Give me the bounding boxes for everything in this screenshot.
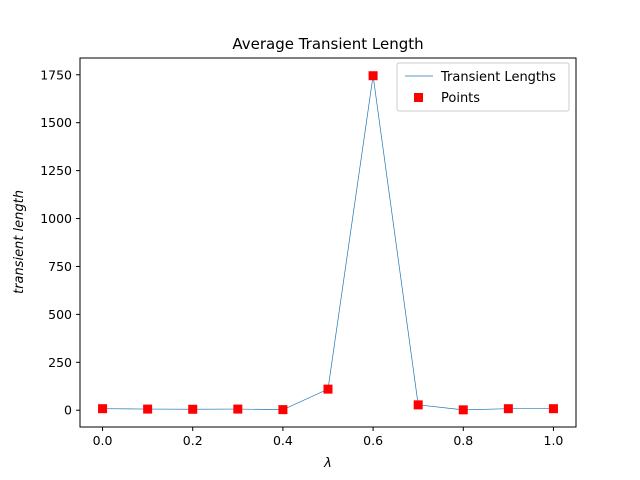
data-point bbox=[278, 405, 288, 415]
y-axis-label: transient length bbox=[12, 190, 27, 294]
data-point bbox=[143, 404, 153, 414]
legend-label-points: Points bbox=[441, 91, 480, 106]
axes-frame bbox=[79, 57, 577, 428]
x-tick-label: 0.6 bbox=[363, 433, 383, 448]
x-tick-label: 1.0 bbox=[544, 433, 564, 448]
x-tick-label: 0.2 bbox=[183, 433, 203, 448]
data-point bbox=[323, 384, 333, 394]
data-point bbox=[413, 400, 423, 410]
data-point bbox=[548, 404, 558, 414]
legend-marker-swatch bbox=[414, 93, 423, 102]
plot-area bbox=[79, 57, 577, 428]
series-line-transient-lengths bbox=[102, 75, 554, 411]
y-tick-label: 0 bbox=[64, 403, 72, 418]
y-tick-label: 750 bbox=[48, 259, 72, 274]
y-tick-label: 500 bbox=[48, 307, 72, 322]
x-tick-label: 0.8 bbox=[453, 433, 473, 448]
data-point bbox=[233, 404, 243, 414]
data-point bbox=[503, 404, 513, 414]
data-point bbox=[368, 71, 378, 81]
chart-title: Average Transient Length bbox=[232, 35, 423, 53]
y-tick-label: 250 bbox=[48, 355, 72, 370]
y-tick-label: 1750 bbox=[40, 67, 72, 82]
legend-box bbox=[396, 62, 570, 112]
x-axis: 0.0 0.2 0.4 0.6 0.8 1.0 bbox=[93, 427, 564, 448]
data-point bbox=[458, 405, 468, 415]
y-tick-label: 1500 bbox=[40, 115, 72, 130]
x-tick-label: 0.0 bbox=[93, 433, 113, 448]
y-tick-label: 1000 bbox=[40, 211, 72, 226]
legend-label-transient-lengths: Transient Lengths bbox=[440, 70, 556, 85]
data-point bbox=[98, 404, 108, 414]
y-axis: 0 250 500 750 1000 1250 1500 1750 bbox=[40, 67, 80, 418]
y-tick-label: 1250 bbox=[40, 163, 72, 178]
legend: Transient Lengths Points bbox=[396, 62, 570, 112]
data-point bbox=[188, 404, 198, 414]
x-axis-label: λ bbox=[323, 456, 332, 471]
x-tick-label: 0.4 bbox=[273, 433, 293, 448]
